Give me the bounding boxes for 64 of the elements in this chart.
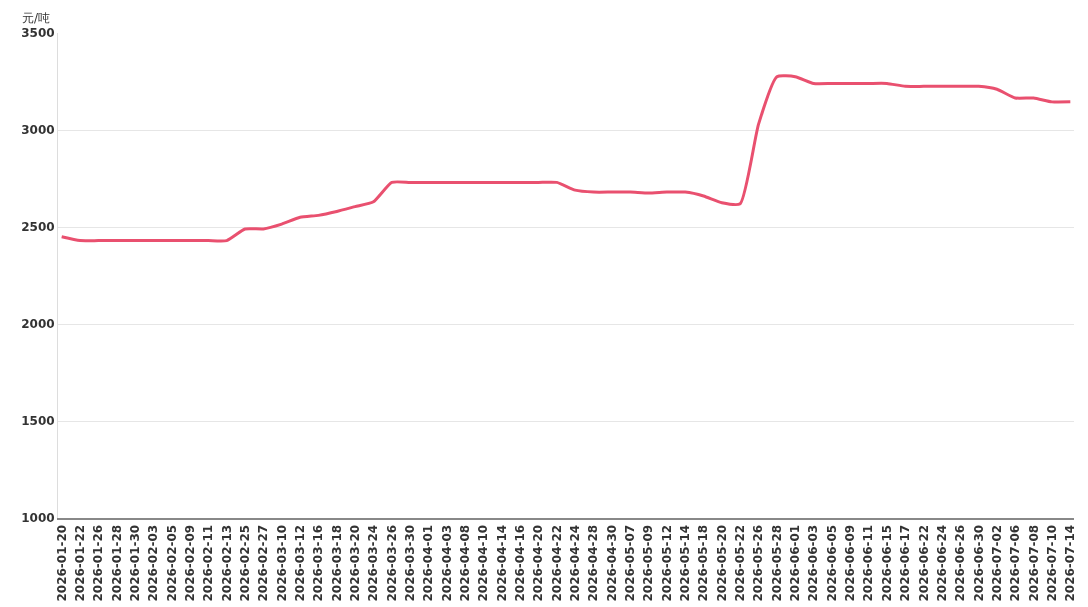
x-tick-label: 2026-06-09 (843, 524, 858, 602)
x-tick-label: 2026-06-24 (934, 524, 949, 602)
x-tick-label: 2026-04-22 (549, 524, 564, 602)
x-tick-label: 2026-01-28 (109, 524, 124, 602)
x-tick-label: 2026-01-20 (54, 524, 69, 602)
x-tick-label: 2026-05-12 (659, 524, 674, 602)
x-tick-label: 2026-07-14 (1063, 524, 1078, 602)
x-tick-label: 2026-04-30 (604, 524, 619, 602)
x-tick-label: 2026-07-02 (989, 524, 1004, 602)
y-tick-label: 3500 (21, 26, 55, 41)
x-tick-label: 2026-04-03 (439, 524, 454, 602)
x-tick-label: 2026-05-20 (714, 524, 729, 602)
x-tick-label: 2026-03-30 (403, 524, 418, 602)
x-tick-label: 2026-03-18 (329, 524, 344, 602)
x-tick-label: 2026-04-10 (476, 524, 491, 602)
x-tick-label: 2026-06-01 (788, 524, 803, 602)
x-tick-label: 2026-02-11 (201, 524, 216, 602)
y-tick-label: 1500 (21, 414, 55, 429)
y-tick-label: 2000 (21, 317, 55, 332)
x-tick-label: 2026-03-16 (311, 524, 326, 602)
x-tick-label: 2026-05-26 (751, 524, 766, 602)
x-tick-label: 2026-06-17 (898, 524, 913, 602)
x-tick-label: 2026-02-03 (146, 524, 161, 602)
x-tick-label: 2026-02-09 (182, 524, 197, 602)
x-tick-label: 2026-05-28 (769, 524, 784, 602)
y-tick-label: 1000 (21, 511, 55, 526)
x-tick-label: 2026-04-14 (494, 524, 509, 602)
x-tick-label: 2026-05-14 (678, 524, 693, 602)
x-tick-label: 2026-02-25 (237, 524, 252, 602)
x-tick-label: 2026-06-26 (953, 524, 968, 602)
x-tick-label: 2026-06-05 (824, 524, 839, 602)
x-tick-label: 2026-02-05 (164, 524, 179, 602)
x-tick-label: 2026-05-09 (641, 524, 656, 602)
x-tick-label: 2026-04-28 (586, 524, 601, 602)
x-tick-label: 2026-02-13 (219, 524, 234, 602)
x-tick-label: 2026-03-24 (366, 524, 381, 602)
x-tick-label: 2026-06-30 (971, 524, 986, 602)
y-axis-title: 元/吨 (22, 11, 51, 25)
x-tick-label: 2026-07-10 (1044, 524, 1059, 602)
x-tick-label: 2026-03-12 (292, 524, 307, 602)
x-tick-label: 2026-06-15 (879, 524, 894, 602)
x-tick-label: 2026-03-20 (348, 524, 362, 602)
x-tick-label: 2026-02-27 (256, 524, 271, 602)
x-tick-label: 2026-06-22 (916, 524, 931, 602)
x-tick-label: 2026-05-18 (696, 524, 711, 602)
line-series (60, 74, 1072, 243)
x-tick-label: 2026-04-08 (458, 524, 473, 602)
x-tick-label: 2026-06-03 (806, 524, 821, 602)
x-tick-label: 2026-01-30 (127, 524, 142, 602)
y-tick-label: 2500 (21, 220, 55, 235)
x-tick-label: 2026-03-26 (384, 524, 399, 602)
y-tick-label: 3000 (21, 123, 55, 138)
x-tick-label: 2026-03-10 (274, 524, 289, 602)
x-tick-label: 2026-05-22 (733, 524, 748, 602)
x-tick-label: 2026-07-06 (1008, 524, 1023, 602)
x-tick-label: 2026-01-22 (72, 524, 87, 602)
x-tick-label: 2026-07-08 (1026, 524, 1041, 602)
x-tick-label: 2026-04-16 (513, 524, 528, 602)
x-tick-label: 2026-06-11 (861, 524, 876, 602)
x-tick-label: 2026-04-24 (568, 524, 583, 602)
x-tick-label: 2026-05-07 (623, 524, 638, 602)
x-tick-label: 2026-04-20 (531, 524, 546, 602)
x-tick-label: 2026-04-01 (421, 524, 436, 602)
x-tick-label: 2026-01-26 (91, 524, 106, 602)
